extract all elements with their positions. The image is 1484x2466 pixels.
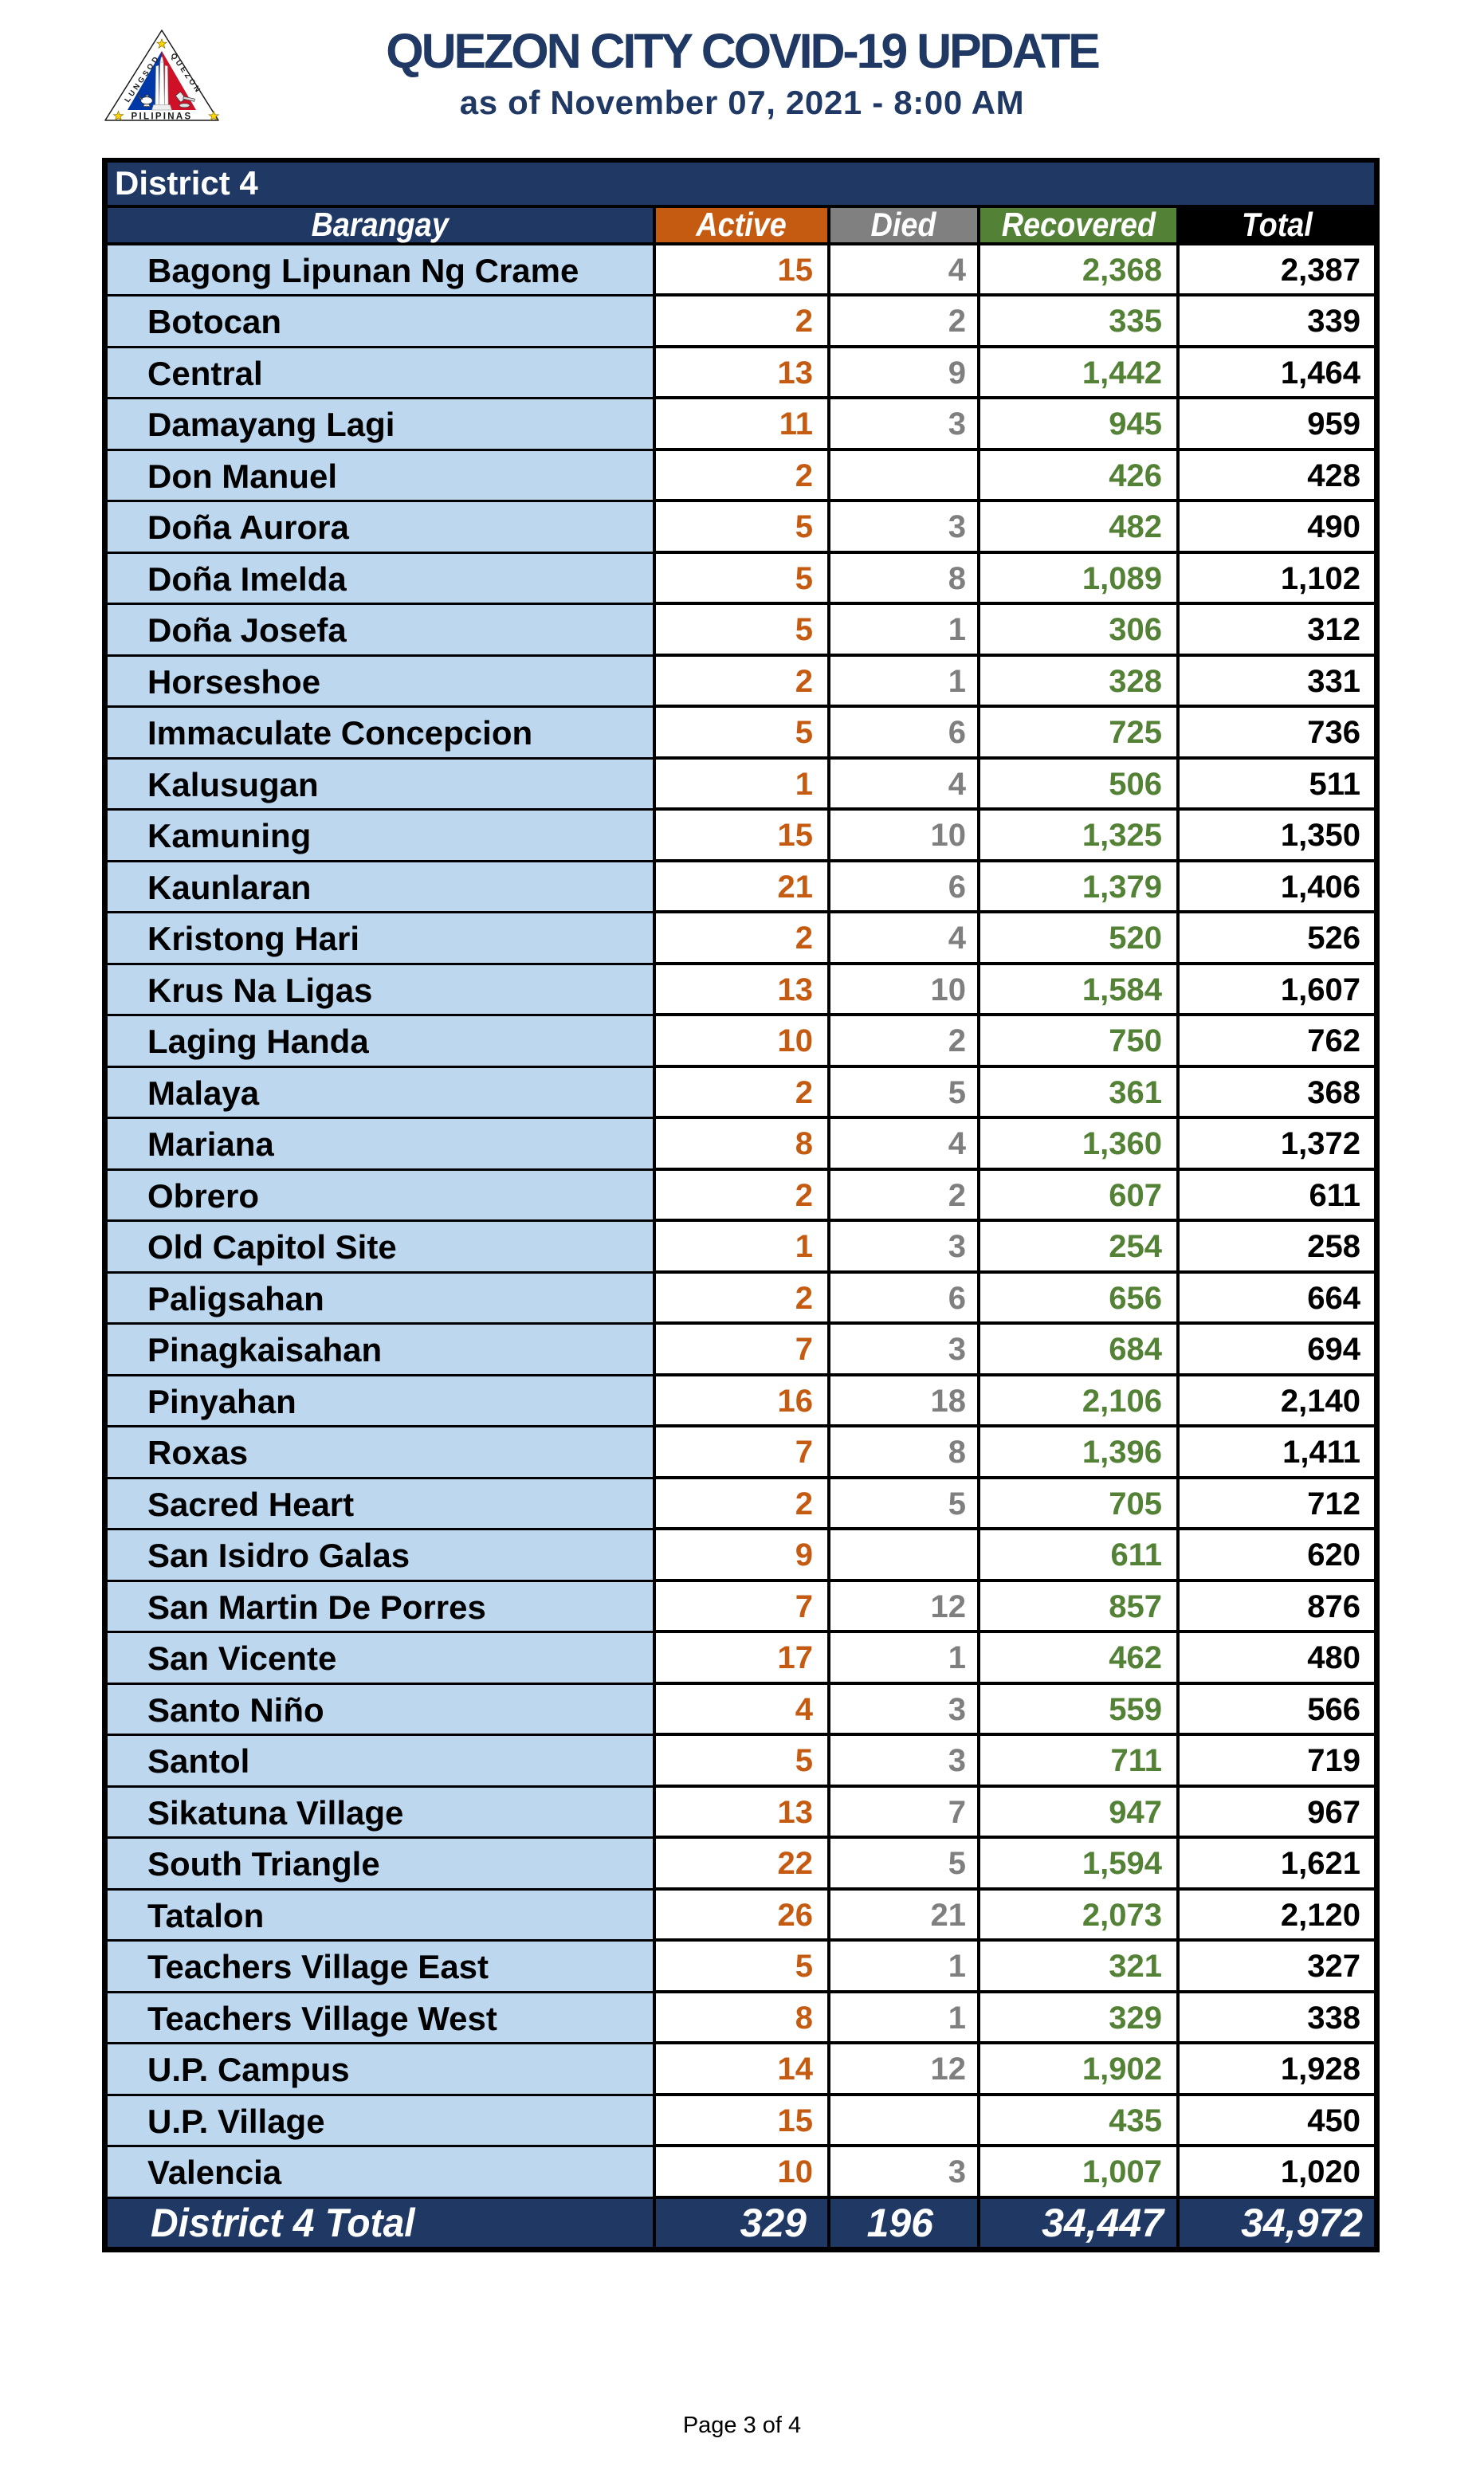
svg-text:PILIPINAS: PILIPINAS [132,112,193,122]
